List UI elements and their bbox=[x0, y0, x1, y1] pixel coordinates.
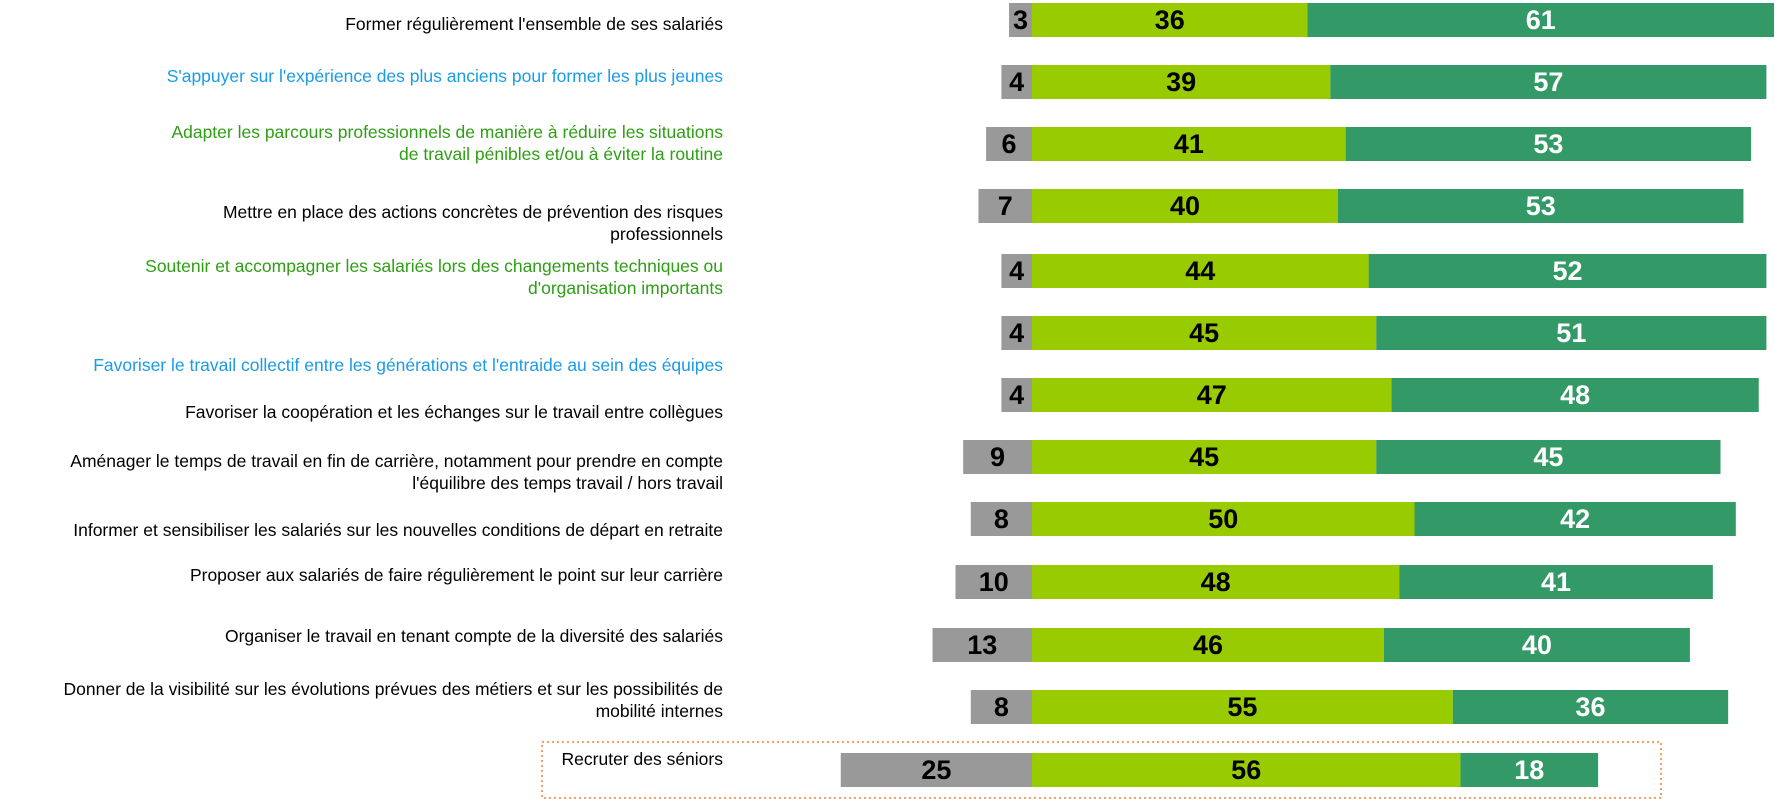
category-label: Donner de la visibilité sur les évolutio… bbox=[63, 679, 723, 721]
value-label: 6 bbox=[1002, 129, 1017, 159]
value-label: 9 bbox=[990, 442, 1005, 472]
bar-segment bbox=[1452, 690, 1729, 724]
bar-segment bbox=[1338, 189, 1744, 223]
value-label: 55 bbox=[1227, 692, 1257, 722]
bar-segment bbox=[1032, 127, 1346, 161]
value-label: 56 bbox=[1231, 755, 1261, 785]
bar-segment bbox=[1001, 316, 1032, 350]
value-label: 46 bbox=[1193, 630, 1223, 660]
category-label: Favoriser la coopération et les échanges… bbox=[185, 402, 723, 422]
category-label: Recruter des séniors bbox=[561, 749, 723, 769]
bar-segment bbox=[1001, 65, 1032, 99]
value-label: 3 bbox=[1013, 5, 1028, 35]
bar-segment bbox=[970, 690, 1032, 724]
value-label: 41 bbox=[1174, 129, 1204, 159]
category-label: Soutenir et accompagner les salariés lor… bbox=[145, 256, 723, 298]
bar-segment bbox=[1009, 3, 1032, 37]
value-label: 10 bbox=[979, 567, 1009, 597]
bar-segment bbox=[986, 127, 1032, 161]
bar-segment bbox=[1460, 753, 1599, 787]
bar-segment bbox=[1376, 316, 1767, 350]
bar-segment bbox=[1399, 565, 1713, 599]
bar-segment bbox=[1032, 753, 1461, 787]
bar-segment bbox=[1032, 254, 1369, 288]
category-label: Mettre en place des actions concrètes de… bbox=[222, 202, 723, 244]
bar-segment bbox=[1032, 316, 1377, 350]
bar-segment bbox=[1032, 502, 1415, 536]
bar-segment bbox=[978, 189, 1032, 223]
bar-segment bbox=[1032, 690, 1453, 724]
category-label: Adapter les parcours professionnels de m… bbox=[171, 122, 723, 164]
category-label: Aménager le temps de travail en fin de c… bbox=[70, 451, 723, 493]
value-label: 39 bbox=[1166, 67, 1196, 97]
value-label: 8 bbox=[994, 504, 1009, 534]
bar-segment bbox=[932, 628, 1032, 662]
value-label: 40 bbox=[1522, 630, 1552, 660]
value-label: 36 bbox=[1575, 692, 1605, 722]
bar-segment bbox=[1032, 440, 1377, 474]
value-label: 4 bbox=[1009, 67, 1024, 97]
bar-segment bbox=[1032, 378, 1392, 412]
highlight-box bbox=[541, 741, 1662, 799]
value-label: 57 bbox=[1533, 67, 1563, 97]
value-label: 44 bbox=[1185, 256, 1215, 286]
bar-segment bbox=[1414, 502, 1736, 536]
value-label: 7 bbox=[998, 191, 1013, 221]
category-label: Former régulièrement l'ensemble de ses s… bbox=[345, 14, 723, 34]
value-label: 4 bbox=[1009, 318, 1024, 348]
value-label: 47 bbox=[1197, 380, 1227, 410]
value-label: 8 bbox=[994, 692, 1009, 722]
bar-segment bbox=[1307, 3, 1775, 37]
value-label: 45 bbox=[1189, 442, 1219, 472]
bar-segment bbox=[840, 753, 1032, 787]
bar-segment bbox=[1032, 565, 1400, 599]
value-label: 51 bbox=[1556, 318, 1586, 348]
bar-segment bbox=[1368, 254, 1767, 288]
value-label: 18 bbox=[1514, 755, 1544, 785]
value-label: 50 bbox=[1208, 504, 1238, 534]
value-label: 36 bbox=[1155, 5, 1185, 35]
value-label: 42 bbox=[1560, 504, 1590, 534]
bar-segment bbox=[963, 440, 1032, 474]
bar-segment bbox=[1345, 127, 1752, 161]
bar-segment bbox=[970, 502, 1032, 536]
bar-segment bbox=[955, 565, 1032, 599]
bar-segment bbox=[1032, 628, 1384, 662]
value-label: 41 bbox=[1541, 567, 1571, 597]
value-label: 48 bbox=[1560, 380, 1590, 410]
category-label: Organiser le travail en tenant compte de… bbox=[224, 626, 723, 646]
bar-segment bbox=[1032, 65, 1331, 99]
value-label: 45 bbox=[1189, 318, 1219, 348]
category-label: S'appuyer sur l'expérience des plus anci… bbox=[166, 66, 723, 86]
bar-segment bbox=[1032, 189, 1338, 223]
bar-segment bbox=[1383, 628, 1690, 662]
bar-segment bbox=[1001, 254, 1032, 288]
value-label: 53 bbox=[1533, 129, 1563, 159]
bar-segment bbox=[1376, 440, 1721, 474]
value-label: 48 bbox=[1201, 567, 1231, 597]
value-label: 4 bbox=[1009, 256, 1024, 286]
value-label: 13 bbox=[967, 630, 997, 660]
bar-segment bbox=[1001, 378, 1032, 412]
value-label: 53 bbox=[1526, 191, 1556, 221]
value-label: 40 bbox=[1170, 191, 1200, 221]
bar-segment bbox=[1391, 378, 1759, 412]
category-label: Favoriser le travail collectif entre les… bbox=[93, 355, 723, 375]
value-label: 52 bbox=[1552, 256, 1582, 286]
bar-segment bbox=[1032, 3, 1308, 37]
category-label: Proposer aux salariés de faire régulière… bbox=[189, 565, 723, 585]
category-label: Informer et sensibiliser les salariés su… bbox=[73, 520, 723, 540]
value-label: 25 bbox=[921, 755, 951, 785]
value-label: 45 bbox=[1533, 442, 1563, 472]
value-label: 4 bbox=[1009, 380, 1024, 410]
bar-segment bbox=[1330, 65, 1767, 99]
value-label: 61 bbox=[1526, 5, 1556, 35]
